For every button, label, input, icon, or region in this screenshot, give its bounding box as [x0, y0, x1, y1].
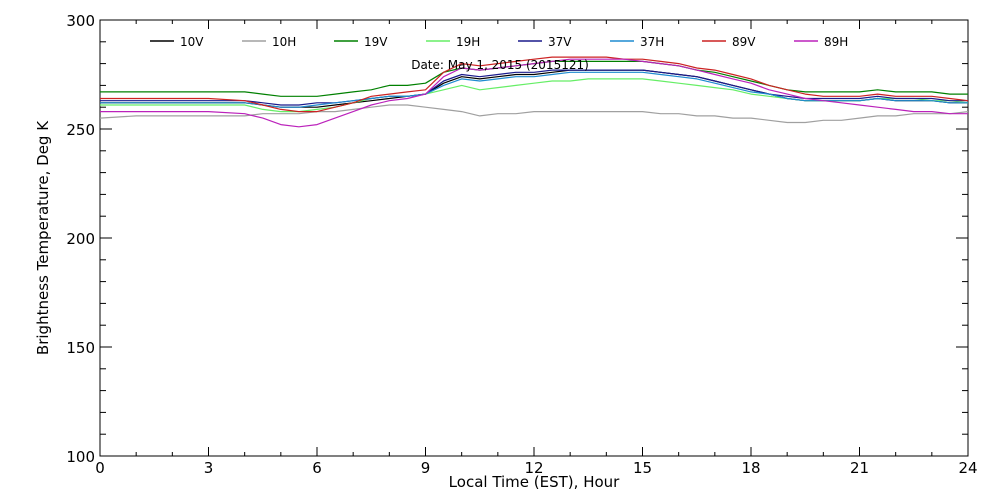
- plot-frame: [99, 19, 969, 457]
- series-line-19v: [100, 60, 968, 97]
- x-axis-title: Local Time (EST), Hour: [449, 473, 620, 491]
- x-tick-label: 21: [850, 459, 869, 477]
- series-line-89v: [100, 56, 969, 113]
- y-tick-label: 250: [66, 121, 95, 139]
- x-tick-label: 9: [421, 459, 431, 477]
- x-tick-label: 3: [204, 459, 214, 477]
- series-line-10h: [99, 104, 969, 124]
- series-line-37v: [100, 69, 968, 106]
- series-line-37h: [100, 71, 968, 108]
- series-line-19h: [100, 78, 969, 113]
- y-tick-label: 150: [66, 339, 95, 357]
- x-tick-label: 6: [312, 459, 322, 477]
- x-tick-label: 15: [633, 459, 652, 477]
- legend-label-10v: 10V: [180, 35, 204, 49]
- y-tick-label: 200: [66, 230, 95, 248]
- legend-label-19h: 19H: [456, 35, 480, 49]
- y-axis-title: Brightness Temperature, Deg K: [34, 120, 52, 355]
- legend-label-89h: 89H: [824, 35, 848, 49]
- x-tick-label: 12: [524, 459, 543, 477]
- series-line-10v: [100, 69, 968, 108]
- x-tick-label: 0: [95, 459, 105, 477]
- legend-label-19v: 19V: [364, 35, 388, 49]
- legend-label-89v: 89V: [732, 35, 756, 49]
- y-tick-label: 100: [66, 448, 95, 466]
- legend-label-37v: 37V: [548, 35, 572, 49]
- legend-label-10h: 10H: [272, 35, 296, 49]
- legend-label-37h: 37H: [640, 35, 664, 49]
- series-line-89h: [100, 58, 968, 128]
- series-layer: [99, 56, 969, 128]
- chart-annotation: Date: May 1, 2015 (2015121): [411, 58, 589, 72]
- axes: 0 3 6 9 12 15 18 21 24 100 150 200 250 300: [66, 12, 977, 477]
- x-tick-label: 18: [741, 459, 760, 477]
- x-tick-label: 24: [958, 459, 977, 477]
- legend: 10V 10H 19V 19H 37V 37H 89V 89H: [150, 35, 848, 49]
- y-tick-label: 300: [66, 12, 95, 30]
